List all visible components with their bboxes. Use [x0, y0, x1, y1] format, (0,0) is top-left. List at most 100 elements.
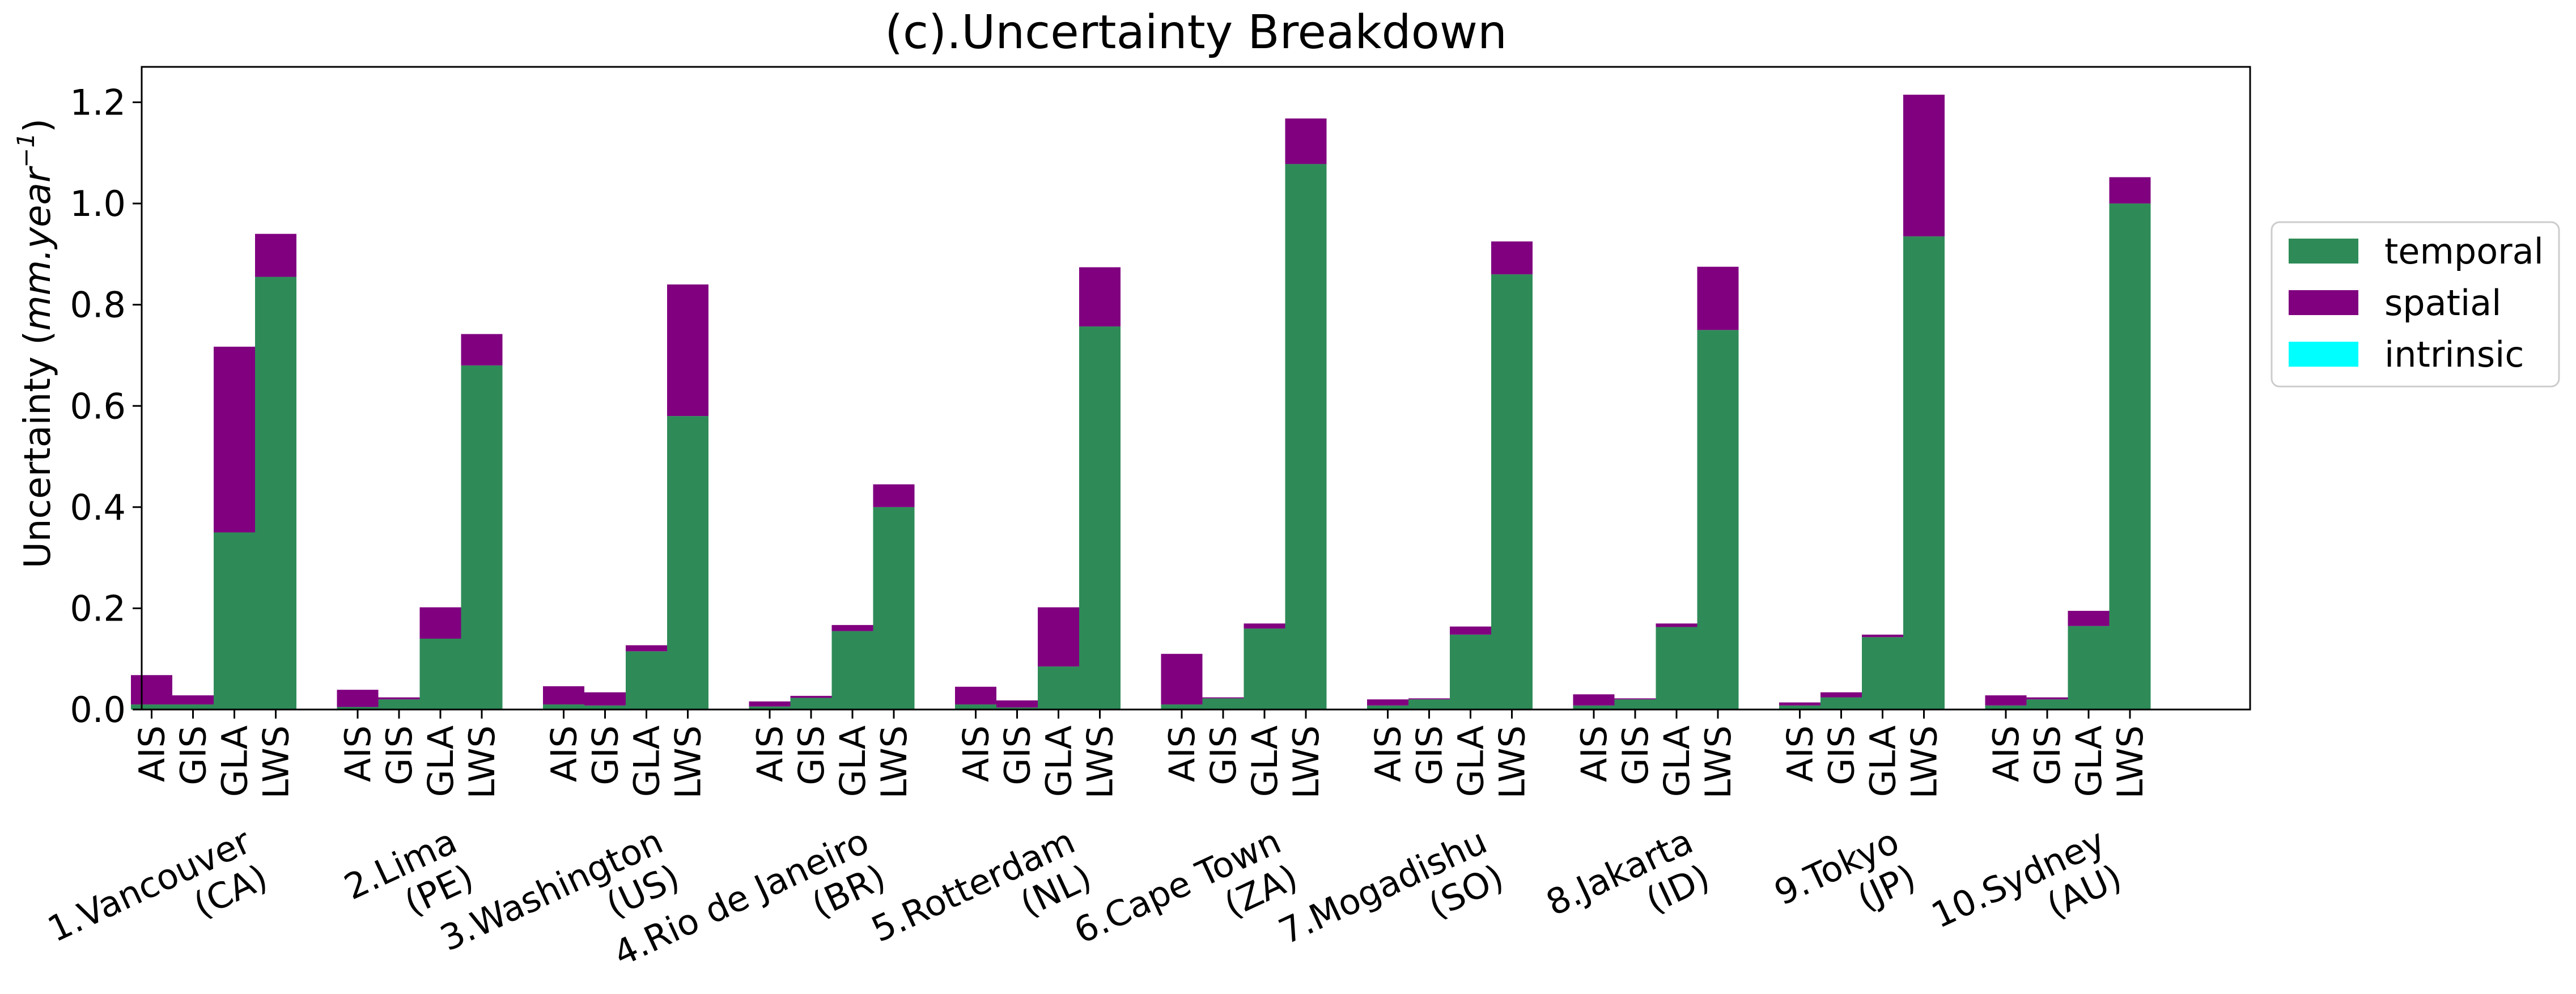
bar-spatial	[2109, 177, 2151, 204]
x-tick-label: GIS	[585, 725, 626, 785]
bar-temporal	[749, 706, 791, 710]
y-axis-label-suffix: )	[17, 118, 59, 133]
bar-temporal	[337, 707, 379, 710]
x-tick-label: GLA	[1862, 725, 1904, 797]
y-axis-label-prefix: Uncertainty (	[17, 331, 59, 568]
bar-temporal	[1285, 164, 1327, 710]
bar-temporal	[1161, 704, 1203, 710]
x-tick-label: GIS	[1821, 725, 1862, 785]
group-label: 3.Washington(US)	[434, 820, 686, 994]
bar-spatial	[131, 675, 172, 705]
x-tick-label: AIS	[544, 725, 585, 782]
group-label: 9.Tokyo(JP)	[1768, 820, 1922, 949]
legend-label-spatial: spatial	[2384, 282, 2501, 324]
group-label: 10.Sydney(AU)	[1925, 820, 2128, 972]
x-tick-label: GLA	[2068, 725, 2110, 797]
bar-spatial	[2026, 697, 2068, 700]
bar-temporal	[172, 704, 214, 710]
bar-spatial	[749, 701, 791, 707]
bar-spatial	[1202, 697, 1244, 699]
y-tick-label: 0.4	[70, 487, 126, 528]
x-tick-label: AIS	[956, 725, 997, 782]
bar-spatial	[255, 233, 296, 277]
x-tick-label: LWS	[873, 725, 915, 799]
x-tick-label: AIS	[1161, 725, 1203, 782]
x-tick-label: AIS	[749, 725, 791, 782]
group-label: 1.Vancouver(CA)	[41, 820, 274, 986]
bar-temporal	[543, 704, 584, 710]
bar-spatial	[214, 346, 255, 533]
x-tick-label: AIS	[1985, 725, 2027, 782]
x-tick-label: GIS	[2027, 725, 2068, 785]
legend-swatch-spatial	[2289, 290, 2358, 315]
chart-title: (c).Uncertainty Breakdown	[885, 6, 1507, 60]
legend-swatch-temporal	[2289, 239, 2358, 264]
bar-spatial	[543, 686, 584, 705]
bar-spatial	[1862, 634, 1903, 638]
bar-spatial	[831, 625, 873, 631]
bar-spatial	[1244, 623, 1285, 629]
bar-spatial	[626, 645, 667, 652]
y-axis-label-unit: mm.year	[17, 165, 59, 331]
bar-temporal	[214, 532, 255, 710]
bar-temporal	[955, 704, 996, 710]
bar-temporal	[831, 631, 873, 710]
group-label: 8.Jakarta(ID)	[1540, 820, 1716, 959]
bar-temporal	[1367, 705, 1408, 710]
bar-temporal	[1614, 699, 1656, 710]
y-tick-label: 1.0	[70, 183, 126, 224]
bar-temporal	[996, 707, 1038, 710]
bar-spatial	[1161, 653, 1203, 705]
x-tick-label: GIS	[1615, 725, 1656, 785]
x-tick-label: LWS	[461, 725, 503, 799]
x-tick-label: GIS	[791, 725, 832, 785]
x-tick-label: GIS	[1409, 725, 1450, 785]
group-label: 6.Cape Town(ZA)	[1068, 820, 1304, 988]
x-tick-label: LWS	[2110, 725, 2151, 799]
x-tick-label: GLA	[420, 725, 461, 797]
y-tick-label: 0.0	[70, 689, 126, 730]
x-tick-label: GLA	[1038, 725, 1080, 797]
bar-spatial	[584, 692, 626, 706]
bar-spatial	[1614, 698, 1656, 700]
x-tick-label: GLA	[214, 725, 256, 797]
bar-spatial	[996, 700, 1038, 708]
bar-spatial	[1697, 266, 1739, 330]
bar-spatial	[2068, 610, 2110, 626]
legend-label-temporal: temporal	[2384, 231, 2544, 272]
bar-spatial	[790, 695, 832, 698]
bar-spatial	[1573, 694, 1615, 706]
bar-spatial	[1779, 702, 1820, 706]
y-axis-ticks: 0.0 0.2 0.4 0.6 0.8 1.0 1.2	[70, 82, 142, 730]
bar-spatial	[1367, 699, 1408, 706]
bar-spatial	[1656, 623, 1697, 627]
x-tick-label: GIS	[997, 725, 1038, 785]
x-tick-label: LWS	[1285, 725, 1327, 799]
bar-spatial	[1820, 692, 1862, 698]
bar-spatial	[1450, 626, 1491, 635]
bar-temporal	[1450, 634, 1491, 710]
bar-temporal	[667, 416, 708, 710]
bar-temporal	[461, 365, 503, 710]
y-tick-label: 0.8	[70, 284, 126, 326]
x-tick-label: AIS	[1368, 725, 1409, 782]
x-tick-label: GLA	[626, 725, 668, 797]
bar-spatial	[1985, 695, 2027, 706]
bar-temporal	[255, 277, 296, 710]
y-tick-label: 1.2	[70, 82, 126, 124]
group-label: 7.Mogadishu(SO)	[1272, 820, 1510, 988]
bar-spatial	[873, 484, 915, 507]
plot-frame	[141, 66, 2251, 711]
y-tick-label: 0.2	[70, 588, 126, 629]
bar-temporal	[378, 699, 420, 710]
bar-spatial	[1079, 267, 1121, 327]
bar-temporal	[1079, 326, 1121, 710]
legend-swatch-intrinsic	[2289, 342, 2358, 367]
legend: temporal spatial intrinsic	[2271, 221, 2560, 388]
bar-spatial	[1285, 118, 1327, 164]
x-tick-label: GIS	[379, 725, 420, 785]
bar-temporal	[1244, 628, 1285, 710]
y-axis-label: Uncertainty (mm.year−1)	[12, 118, 59, 568]
bar-temporal	[1820, 697, 1862, 710]
